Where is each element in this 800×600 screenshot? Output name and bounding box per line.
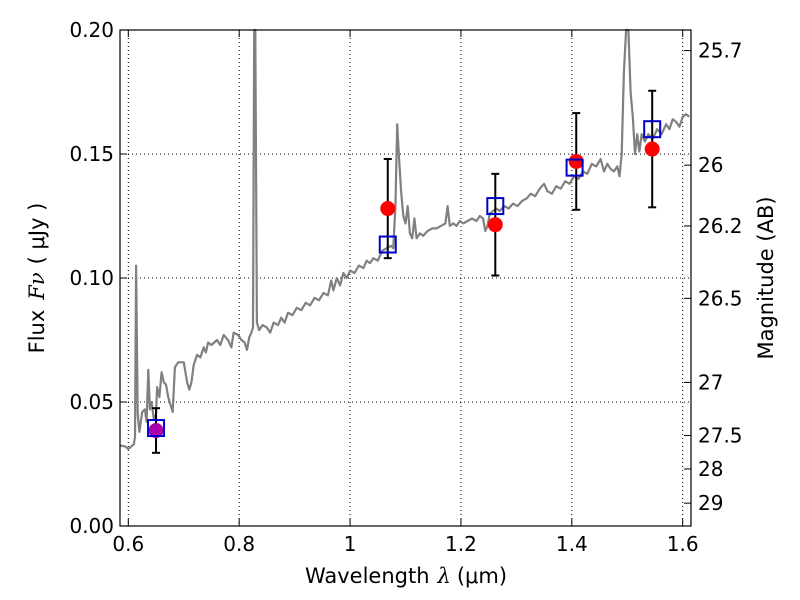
- x-tick-label: 0.8: [223, 532, 255, 556]
- observed-point: [644, 141, 660, 157]
- y2-tick-label: 27.5: [698, 423, 743, 447]
- y-tick-label: 0.20: [69, 18, 114, 42]
- y2-tick-label: 26: [698, 153, 723, 177]
- tick-layer: 0.6 0.8 1 1.2 1.4 1.6 0.00 0.05 0.10 0.15 0.20 25.7…: [69, 18, 742, 556]
- model-spectrum-line: [119, 28, 690, 451]
- model-point: [486, 197, 505, 216]
- y2-axis-label: Magnitude (AB): [754, 196, 778, 359]
- x-tick-label: 1.4: [556, 532, 588, 556]
- y-tick-label: 0.05: [69, 390, 114, 414]
- y2-tick-label: 25.7: [698, 39, 743, 63]
- model-point: [643, 120, 662, 139]
- y-tick-label: 0.00: [69, 514, 114, 538]
- x-tick-label: 0.6: [112, 532, 144, 556]
- y2-tick-label: 26.5: [698, 286, 743, 310]
- model-point: [565, 158, 584, 177]
- observed-point: [148, 423, 164, 439]
- model-points-layer: [147, 120, 662, 438]
- spectrum-layer: [119, 28, 690, 451]
- y2-tick-label: 29: [698, 491, 723, 515]
- y2-tick-label: 26.2: [698, 214, 743, 238]
- x-tick-label: 1.2: [445, 532, 477, 556]
- observed-points-layer: [148, 141, 660, 439]
- x-axis-label: Wavelength λ (μm): [305, 564, 507, 588]
- grid-layer: [120, 29, 691, 527]
- observed-point: [380, 201, 396, 217]
- y-tick-label: 0.10: [69, 266, 114, 290]
- x-tick-label: 1: [344, 532, 357, 556]
- y2-tick-label: 27: [698, 370, 723, 394]
- observed-point: [487, 217, 503, 233]
- x-tick-label: 1.6: [667, 532, 699, 556]
- observed-point: [568, 153, 584, 169]
- model-point: [378, 235, 397, 254]
- y2-tick-label: 28: [698, 457, 723, 481]
- y-tick-label: 0.15: [69, 142, 114, 166]
- y-axis-label: FluxFν( μJy ): [25, 203, 49, 354]
- model-point: [147, 419, 166, 438]
